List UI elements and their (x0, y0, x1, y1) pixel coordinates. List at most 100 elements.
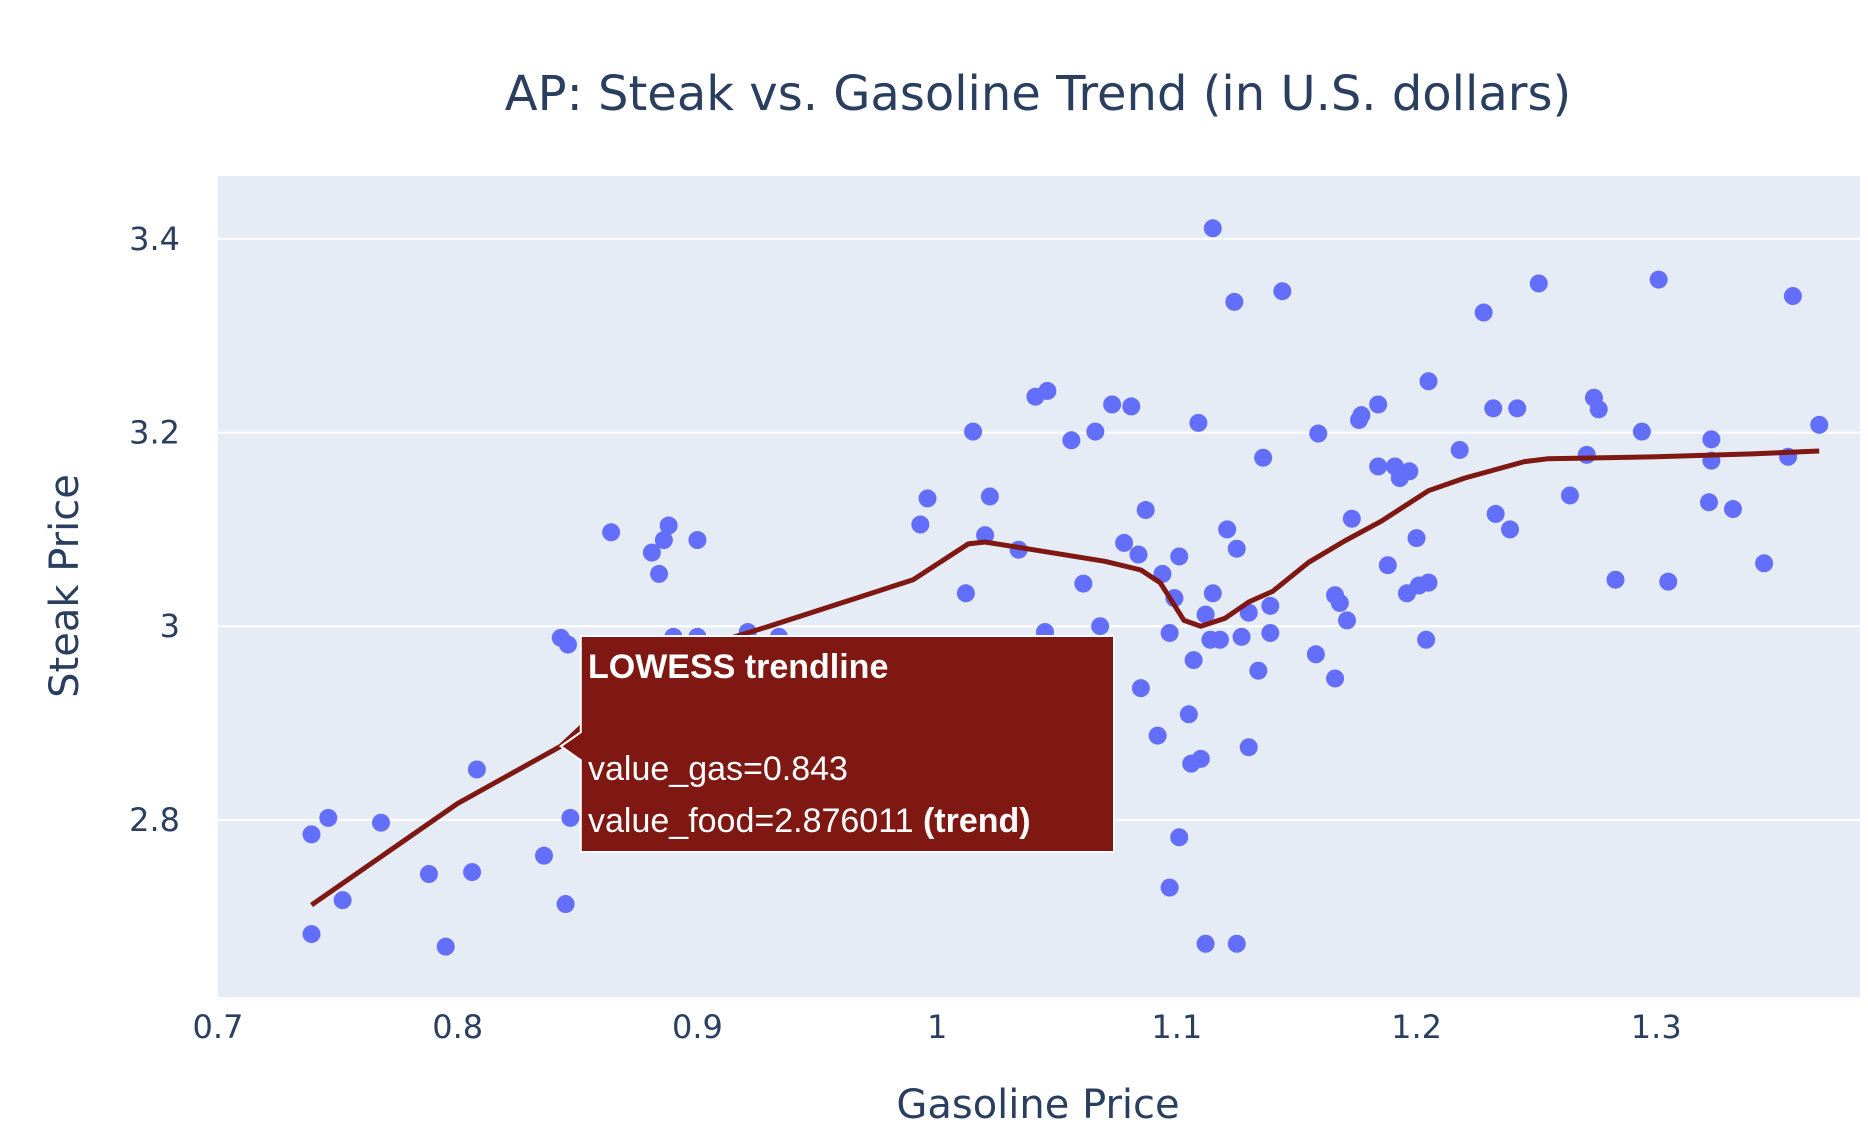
scatter-point[interactable] (333, 891, 352, 910)
scatter-point[interactable] (1261, 623, 1280, 642)
scatter-point[interactable] (1227, 934, 1246, 953)
scatter-point[interactable] (1062, 431, 1081, 450)
scatter-point[interactable] (918, 489, 937, 508)
scatter-point[interactable] (1407, 529, 1426, 548)
scatter-point[interactable] (1589, 400, 1608, 419)
scatter-point[interactable] (1560, 486, 1579, 505)
scatter-point[interactable] (1239, 738, 1258, 757)
scatter-point[interactable] (561, 808, 580, 827)
scatter-point[interactable] (1170, 547, 1189, 566)
scatter-point[interactable] (1196, 934, 1215, 953)
scatter-point[interactable] (1038, 381, 1057, 400)
scatter-point[interactable] (1261, 596, 1280, 615)
scatter-point[interactable] (1649, 270, 1668, 289)
scatter-point[interactable] (1419, 573, 1438, 592)
scatter-point[interactable] (1273, 282, 1292, 301)
scatter-point[interactable] (1508, 399, 1527, 418)
scatter-point[interactable] (956, 584, 975, 603)
scatter-point[interactable] (1254, 448, 1273, 467)
scatter-point[interactable] (1484, 399, 1503, 418)
scatter-point[interactable] (302, 925, 321, 944)
scatter-point[interactable] (436, 937, 455, 956)
tooltip-food-value-main: value_food=2.876011 (588, 802, 923, 840)
scatter-point[interactable] (688, 531, 707, 550)
scatter-point[interactable] (1474, 303, 1493, 322)
scatter-point[interactable] (1148, 726, 1167, 745)
scatter-point[interactable] (1203, 584, 1222, 603)
scatter-point[interactable] (1450, 440, 1469, 459)
scatter-point[interactable] (654, 531, 673, 550)
scatter-point[interactable] (1189, 413, 1208, 432)
scatter-point[interactable] (1249, 661, 1268, 680)
scatter-point[interactable] (659, 516, 678, 535)
scatter-point[interactable] (419, 865, 438, 884)
scatter-point[interactable] (1699, 493, 1718, 512)
scatter-point[interactable] (1160, 878, 1179, 897)
scatter-point[interactable] (976, 526, 995, 545)
scatter-point[interactable] (1306, 645, 1325, 664)
scatter-point[interactable] (319, 808, 338, 827)
scatter-point[interactable] (1577, 445, 1596, 464)
scatter-point[interactable] (1309, 424, 1328, 443)
scatter-point[interactable] (463, 863, 482, 882)
lowess-trendline[interactable] (310, 448, 1820, 908)
scatter-point[interactable] (1400, 462, 1419, 481)
scatter-point[interactable] (1810, 415, 1829, 434)
scatter-point[interactable] (1160, 623, 1179, 642)
scatter-point[interactable] (1755, 554, 1774, 573)
scatter-point[interactable] (1203, 219, 1222, 238)
scatter-point[interactable] (1330, 593, 1349, 612)
scatter-point[interactable] (1783, 287, 1802, 306)
scatter-point[interactable] (964, 422, 983, 441)
scatter-point[interactable] (602, 523, 621, 542)
scatter-point[interactable] (1227, 539, 1246, 558)
scatter-point[interactable] (1723, 500, 1742, 519)
scatter-point[interactable] (1196, 605, 1215, 624)
scatter-point[interactable] (1352, 406, 1371, 425)
scatter-point[interactable] (1122, 397, 1141, 416)
scatter-point[interactable] (556, 895, 575, 914)
scatter-point[interactable] (1136, 501, 1155, 520)
scatter-point[interactable] (1210, 630, 1229, 649)
scatter-point[interactable] (1486, 504, 1505, 523)
scatter-point[interactable] (1417, 630, 1436, 649)
scatter-point[interactable] (1369, 395, 1388, 414)
scatter-point[interactable] (1091, 617, 1110, 636)
scatter-point[interactable] (1103, 395, 1122, 414)
scatter-point[interactable] (1378, 556, 1397, 575)
scatter-point[interactable] (1218, 520, 1237, 539)
scatter-point[interactable] (1338, 611, 1357, 630)
scatter-point[interactable] (1086, 422, 1105, 441)
scatter-point[interactable] (1702, 430, 1721, 449)
scatter-point[interactable] (642, 543, 661, 562)
scatter-point[interactable] (1225, 292, 1244, 311)
scatter-point[interactable] (1659, 572, 1678, 591)
scatter-point[interactable] (1369, 457, 1388, 476)
scatter-point[interactable] (467, 760, 486, 779)
scatter-point[interactable] (1179, 705, 1198, 724)
scatter-point[interactable] (980, 487, 999, 506)
tooltip-header: LOWESS trendline (588, 648, 888, 686)
scatter-point[interactable] (1632, 422, 1651, 441)
scatter-point[interactable] (1342, 509, 1361, 528)
scatter-point[interactable] (1606, 570, 1625, 589)
scatter-point[interactable] (1326, 669, 1345, 688)
scatter-point[interactable] (1184, 651, 1203, 670)
scatter-point[interactable] (535, 846, 554, 865)
scatter-point[interactable] (558, 635, 577, 654)
scatter-point[interactable] (1529, 274, 1548, 293)
scatter-point[interactable] (1501, 520, 1520, 539)
scatter-point[interactable] (372, 813, 391, 832)
scatter-point[interactable] (650, 564, 669, 583)
scatter-point[interactable] (1115, 533, 1134, 552)
scatter-point[interactable] (1419, 372, 1438, 391)
scatter-point[interactable] (1129, 545, 1148, 564)
scatter-point[interactable] (911, 515, 930, 534)
scatter-point[interactable] (1131, 679, 1150, 698)
scatter-point[interactable] (1074, 574, 1093, 593)
scatter-point[interactable] (1239, 603, 1258, 622)
scatter-point[interactable] (302, 825, 321, 844)
scatter-point[interactable] (1170, 828, 1189, 847)
scatter-point[interactable] (1232, 627, 1251, 646)
scatter-point[interactable] (1191, 749, 1210, 768)
